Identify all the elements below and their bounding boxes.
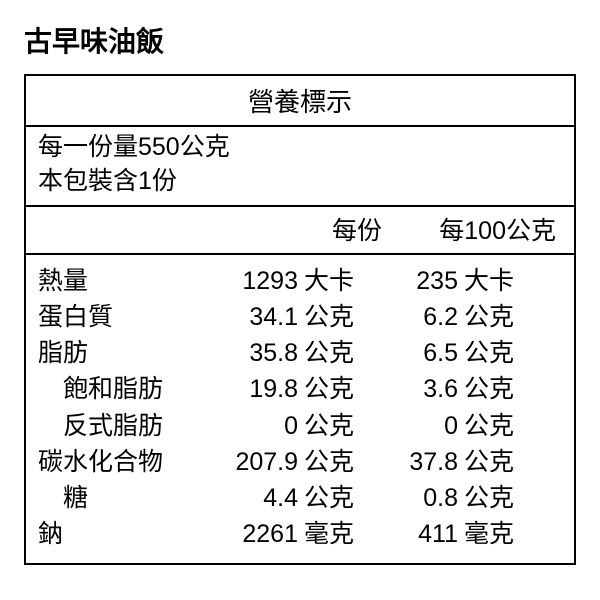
per-100g-value: 3.6 [360,371,458,407]
column-header-per-serving: 每份 [188,211,388,247]
per-serving-value: 0 [188,408,298,444]
column-header-row: 每份 每100公克 [26,207,574,255]
nutrient-row: 糖4.4公克0.8公克 [38,480,562,516]
nutrient-row: 蛋白質34.1公克6.2公克 [38,299,562,335]
per-100g-unit: 公克 [458,480,520,516]
serving-size: 每一份量550公克 [38,131,562,165]
per-serving-value: 2261 [188,516,298,552]
per-serving-value: 19.8 [188,371,298,407]
nutrition-facts-panel: 營養標示 每一份量550公克 本包裝含1份 每份 每100公克 熱量1293大卡… [24,74,576,565]
per-serving-unit: 公克 [298,444,360,480]
per-serving-unit: 大卡 [298,263,360,299]
nutrient-name: 糖 [38,480,188,516]
per-100g-value: 411 [360,516,458,552]
per-serving-value: 207.9 [188,444,298,480]
per-serving-unit: 公克 [298,299,360,335]
per-100g-value: 6.2 [360,299,458,335]
per-serving-value: 35.8 [188,335,298,371]
nutrient-name: 脂肪 [38,335,188,371]
per-100g-value: 6.5 [360,335,458,371]
per-serving-unit: 公克 [298,480,360,516]
per-100g-unit: 公克 [458,444,520,480]
per-100g-unit: 公克 [458,335,520,371]
nutrient-name: 碳水化合物 [38,444,188,480]
per-serving-value: 4.4 [188,480,298,516]
per-100g-unit: 公克 [458,408,520,444]
servings-per-pack: 本包裝含1份 [38,165,562,199]
nutrient-name: 蛋白質 [38,299,188,335]
column-header-name [38,211,188,247]
per-100g-value: 37.8 [360,444,458,480]
nutrient-name: 反式脂肪 [38,408,188,444]
per-100g-value: 0.8 [360,480,458,516]
per-100g-value: 0 [360,408,458,444]
nutrient-row: 反式脂肪0公克0公克 [38,408,562,444]
per-serving-unit: 公克 [298,408,360,444]
column-header-per-100g: 每100公克 [388,211,562,247]
nutrient-rows: 熱量1293大卡235大卡蛋白質34.1公克6.2公克脂肪35.8公克6.5公克… [26,255,574,563]
product-title: 古早味油飯 [24,20,576,60]
nutrient-row: 鈉2261毫克411毫克 [38,516,562,552]
per-serving-value: 34.1 [188,299,298,335]
nutrient-name: 飽和脂肪 [38,371,188,407]
nutrition-facts-title: 營養標示 [26,76,574,127]
per-serving-unit: 公克 [298,335,360,371]
per-serving-unit: 公克 [298,371,360,407]
per-serving-unit: 毫克 [298,516,360,552]
per-100g-unit: 大卡 [458,263,520,299]
per-serving-value: 1293 [188,263,298,299]
nutrient-name: 鈉 [38,516,188,552]
nutrient-row: 飽和脂肪19.8公克3.6公克 [38,371,562,407]
per-100g-unit: 公克 [458,371,520,407]
nutrient-row: 脂肪35.8公克6.5公克 [38,335,562,371]
serving-info: 每一份量550公克 本包裝含1份 [26,127,574,207]
nutrient-row: 碳水化合物207.9公克37.8公克 [38,444,562,480]
per-100g-value: 235 [360,263,458,299]
per-100g-unit: 毫克 [458,516,520,552]
per-100g-unit: 公克 [458,299,520,335]
nutrient-row: 熱量1293大卡235大卡 [38,263,562,299]
nutrient-name: 熱量 [38,263,188,299]
